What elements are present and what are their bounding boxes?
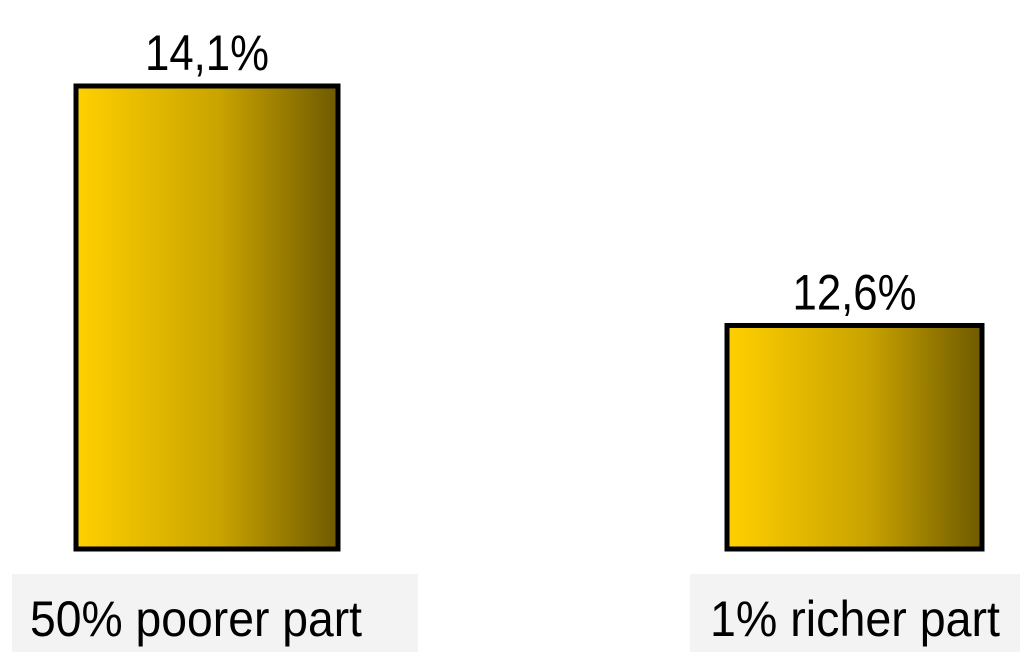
bar-value-label-2: 12,6% <box>793 264 917 320</box>
labels-layer: 14,1% 50% poorer part 12,6% 1% richer part <box>12 25 1020 652</box>
bars-layer <box>73 83 985 552</box>
bar-value-label-1: 14,1% <box>145 25 269 81</box>
bar-2 <box>724 322 985 552</box>
bar-1 <box>73 83 341 552</box>
category-label-background-2 <box>690 574 1020 652</box>
category-label-background-1 <box>12 574 418 652</box>
category-label-2: 1% richer part <box>710 591 1000 647</box>
category-label-1: 50% poorer part <box>30 591 362 647</box>
